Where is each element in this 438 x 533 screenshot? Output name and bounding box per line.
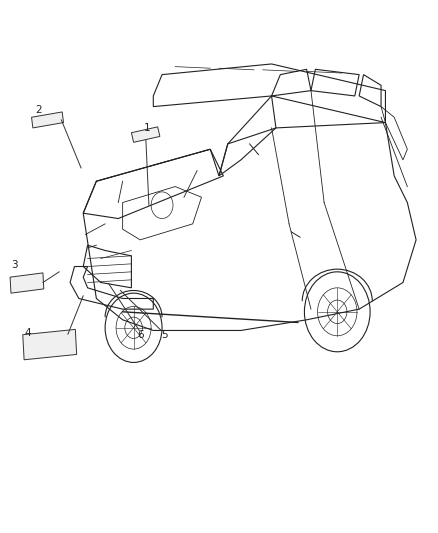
Polygon shape xyxy=(32,112,64,128)
Text: 1: 1 xyxy=(143,123,150,133)
Text: 4: 4 xyxy=(24,328,31,338)
Polygon shape xyxy=(131,127,160,142)
Polygon shape xyxy=(23,329,77,360)
Text: 6: 6 xyxy=(138,330,145,340)
Text: 5: 5 xyxy=(161,330,168,340)
Text: 3: 3 xyxy=(11,260,18,270)
Polygon shape xyxy=(10,273,44,293)
Text: 2: 2 xyxy=(35,106,42,115)
